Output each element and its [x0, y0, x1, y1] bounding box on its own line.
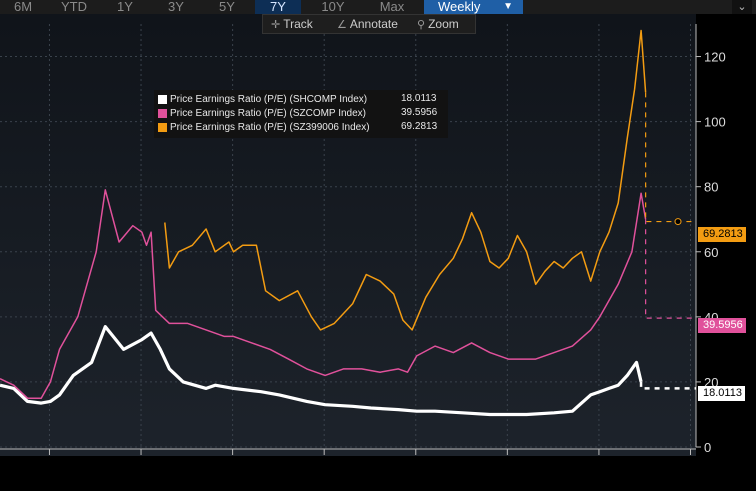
- zoom-tool[interactable]: ⚲ Zoom: [417, 15, 459, 33]
- y-tick-label: 120: [704, 50, 726, 65]
- frequency-dropdown[interactable]: Weekly ▼: [424, 0, 523, 14]
- legend-label-sz399006: Price Earnings Ratio (P/E) (SZ399006 Ind…: [170, 122, 370, 133]
- y-tick-label: 60: [704, 245, 718, 260]
- zoom-label: Zoom: [428, 17, 459, 31]
- annotate-tool[interactable]: ∠ Annotate: [337, 15, 398, 33]
- tab-1y[interactable]: 1Y: [117, 0, 133, 14]
- y-tick-label: 100: [704, 115, 726, 130]
- y-tick-label: 0: [704, 440, 711, 455]
- legend-label-shcomp: Price Earnings Ratio (P/E) (SHCOMP Index…: [170, 94, 368, 105]
- tab-5y[interactable]: 5Y: [219, 0, 235, 14]
- last-value-marker-sz399006: [674, 218, 682, 226]
- magnifier-icon: ⚲: [417, 19, 426, 31]
- tab-7y[interactable]: 7Y: [255, 0, 301, 14]
- tab-max[interactable]: Max: [379, 0, 405, 14]
- chart-toolbar: ✛ Track ∠ Annotate ⚲ Zoom: [262, 14, 476, 34]
- last-value-guide-sz399006: [645, 92, 696, 223]
- annotate-label: Annotate: [349, 17, 398, 31]
- track-tool[interactable]: ✛ Track: [271, 15, 313, 33]
- legend-swatch-sz399006: [158, 122, 167, 132]
- series-line-sz399006: [164, 29, 647, 331]
- range-tab-bar: 6M YTD 1Y 3Y 5Y 7Y 10Y Max Weekly ▼ ⌄: [0, 0, 756, 14]
- last-value-tag-sz399006: 69.2813: [698, 227, 746, 242]
- last-value-guide-szcomp: [645, 219, 696, 319]
- legend-swatch-szcomp: [158, 108, 167, 118]
- legend-value-shcomp: 18.0113: [401, 93, 437, 104]
- legend-label-szcomp: Price Earnings Ratio (P/E) (SZCOMP Index…: [170, 108, 366, 119]
- chevron-down-icon[interactable]: ⌄: [732, 0, 752, 14]
- pencil-icon: ∠: [337, 19, 347, 31]
- chart-plot-area[interactable]: 020406080100120Dec 262008Dec 252009Dec 3…: [0, 14, 726, 456]
- legend-swatch-shcomp: [158, 94, 167, 104]
- legend-value-sz399006: 69.2813: [401, 121, 438, 132]
- last-value-tag-szcomp: 39.5956: [698, 318, 746, 333]
- chart-svg: 020406080100120Dec 262008Dec 252009Dec 3…: [0, 24, 726, 455]
- tab-3y[interactable]: 3Y: [168, 0, 184, 14]
- last-value-guide-shcomp: [639, 381, 696, 390]
- track-label: Track: [283, 17, 313, 31]
- series-line-szcomp: [0, 189, 647, 399]
- last-value-tag-shcomp: 18.0113: [698, 386, 745, 401]
- frequency-label: Weekly: [438, 0, 481, 14]
- tab-ytd[interactable]: YTD: [61, 0, 87, 14]
- tab-10y[interactable]: 10Y: [321, 0, 345, 14]
- legend-value-szcomp: 39.5956: [401, 107, 438, 118]
- crosshair-icon: ✛: [271, 19, 281, 31]
- tab-6m[interactable]: 6M: [13, 0, 33, 14]
- dropdown-triangle-icon: ▼: [503, 1, 513, 12]
- legend-row-szcomp[interactable]: Price Earnings Ratio (P/E) (SZCOMP Index…: [158, 107, 366, 120]
- legend: Price Earnings Ratio (P/E) (SHCOMP Index…: [154, 90, 448, 138]
- legend-row-shcomp[interactable]: Price Earnings Ratio (P/E) (SHCOMP Index…: [158, 93, 367, 106]
- y-tick-label: 80: [704, 180, 718, 195]
- series-line-shcomp: [0, 325, 643, 417]
- legend-row-sz399006[interactable]: Price Earnings Ratio (P/E) (SZ399006 Ind…: [158, 121, 370, 134]
